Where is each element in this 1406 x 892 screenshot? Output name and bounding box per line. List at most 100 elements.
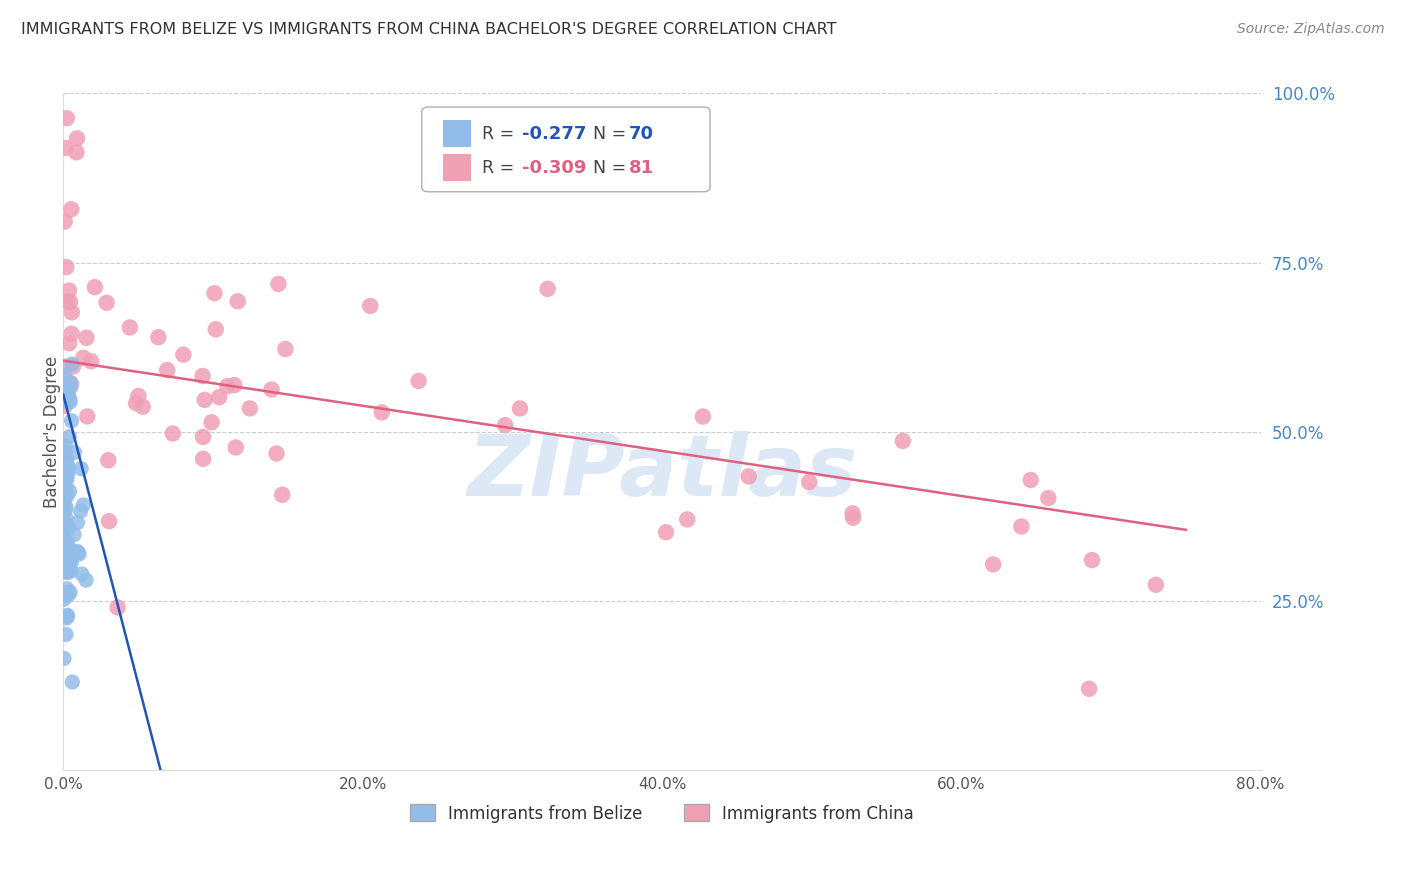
Point [53,463,76,477]
Point [118,320,141,334]
Point [56,111,79,125]
Text: -0.277: -0.277 [522,125,586,143]
Y-axis label: Bachelor's Degree: Bachelor's Degree [44,356,60,508]
Point [66,131,89,145]
Text: R =: R = [482,125,520,143]
Point [63,527,86,541]
Point [56,458,79,472]
Point [62,359,84,374]
Point [53,399,76,413]
Point [55,501,77,516]
Point [60,326,83,341]
Text: 70: 70 [628,125,654,143]
Point [53,505,76,519]
Point [191,368,214,383]
Point [53,592,76,607]
Point [58,336,80,351]
Point [53,446,76,460]
Point [1078,681,1101,696]
Point [55,487,77,501]
Point [59,484,82,499]
Point [200,415,222,429]
Point [58,284,80,298]
Text: Source: ZipAtlas.com: Source: ZipAtlas.com [1237,22,1385,37]
Point [408,374,430,388]
Point [97,453,120,467]
Point [56,582,79,596]
Point [676,512,699,526]
Point [148,330,170,344]
Point [60,556,83,570]
Point [53,555,76,569]
Text: ZIPatlas: ZIPatlas [467,431,858,514]
Point [156,363,179,377]
Point [267,277,290,291]
Point [53,537,76,551]
Point [239,401,262,416]
Point [58,430,80,444]
Text: N =: N = [593,159,633,177]
Point [224,378,246,392]
Point [692,409,714,424]
Point [274,342,297,356]
Point [55,260,77,274]
Point [56,458,79,472]
Point [53,651,76,665]
Point [125,396,148,410]
Point [53,481,76,495]
Point [1038,491,1060,505]
Point [1144,578,1167,592]
Point [53,455,76,469]
Point [56,537,79,551]
Point [191,451,214,466]
Point [59,564,82,578]
Point [56,608,79,623]
Point [55,565,77,579]
Point [66,544,89,558]
Point [107,600,129,615]
Point [191,430,214,444]
Point [841,507,863,521]
Legend: Immigrants from Belize, Immigrants from China: Immigrants from Belize, Immigrants from … [409,805,914,822]
Point [56,388,79,402]
Point [226,294,249,309]
Point [131,400,153,414]
Point [217,379,239,393]
Point [260,383,283,397]
Point [65,145,87,160]
Point [60,376,83,391]
Point [53,368,76,383]
Point [536,282,558,296]
Text: R =: R = [482,159,520,177]
Point [271,488,294,502]
Point [981,558,1004,572]
Point [66,516,89,530]
Point [359,299,381,313]
Point [60,305,83,319]
Point [98,514,121,528]
Point [60,414,83,428]
Point [59,552,82,566]
Text: N =: N = [593,125,633,143]
Point [60,675,83,690]
Point [225,441,247,455]
Point [204,286,226,301]
Point [1019,473,1042,487]
Point [56,585,79,599]
Point [266,446,288,460]
Point [53,533,76,548]
Point [69,504,91,518]
Point [96,295,118,310]
Point [842,510,865,524]
Point [55,141,77,155]
Point [76,331,98,345]
Point [66,546,89,560]
Point [1010,519,1032,533]
Point [55,534,77,549]
Point [59,380,82,394]
Point [799,475,821,489]
Point [56,489,79,503]
Point [58,520,80,534]
Point [53,492,76,507]
Point [76,409,98,424]
